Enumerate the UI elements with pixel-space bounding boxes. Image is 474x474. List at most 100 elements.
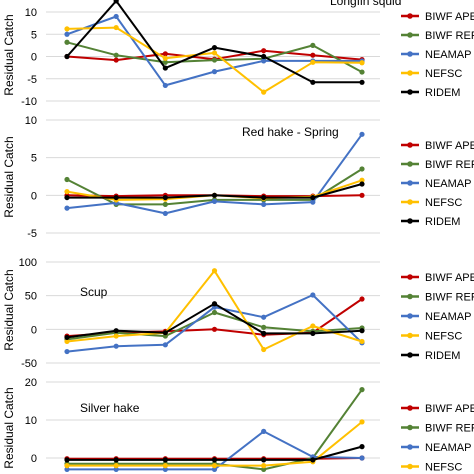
y-tick-label: 0 <box>31 324 37 336</box>
legend-label: BIWF APE <box>425 140 474 152</box>
data-point <box>359 444 365 450</box>
legend-marker <box>407 32 413 38</box>
legend-label: BIWF REF <box>425 292 474 304</box>
data-point <box>162 82 168 89</box>
legend-marker <box>407 199 413 205</box>
data-point <box>211 326 218 332</box>
data-point <box>310 52 316 58</box>
y-axis-label: Residual Catch <box>2 136 16 217</box>
legend-marker <box>407 218 413 224</box>
data-point <box>113 194 119 201</box>
data-point <box>162 463 168 469</box>
data-point <box>162 201 168 207</box>
y-tick-label: 0 <box>31 453 37 465</box>
data-point <box>64 348 70 355</box>
legend-label: BIWF REF <box>425 30 474 42</box>
y-tick-label: -50 <box>21 358 37 370</box>
legend-marker <box>407 89 413 95</box>
data-point <box>359 328 365 334</box>
legend-marker <box>407 352 413 358</box>
data-point <box>359 79 365 85</box>
y-axis-label: Residual Catch <box>2 14 16 95</box>
y-tick-label: -5 <box>27 74 37 86</box>
data-point <box>64 188 70 195</box>
data-point <box>359 131 365 137</box>
legend-marker <box>407 313 413 319</box>
y-axis-label: Residual Catch <box>2 269 16 350</box>
data-point <box>162 457 168 463</box>
legend-label: NEAMAP <box>425 311 471 323</box>
data-point <box>162 342 168 348</box>
legend-marker <box>407 293 413 300</box>
y-tick-label: 0 <box>31 52 37 64</box>
data-point <box>113 52 119 58</box>
legend-marker <box>407 424 413 431</box>
legend-label: NEFSC <box>425 197 462 209</box>
data-point <box>310 199 316 205</box>
y-tick-label: 20 <box>25 377 37 389</box>
legend-marker <box>407 180 413 186</box>
data-point <box>310 457 316 463</box>
data-point <box>113 24 119 31</box>
legend-label: NEFSC <box>425 68 462 80</box>
data-point <box>359 181 365 187</box>
legend-marker <box>407 332 413 339</box>
data-point <box>64 31 70 37</box>
chart-title: Red hake - Spring <box>242 125 339 139</box>
data-point <box>261 201 267 207</box>
data-point <box>162 466 168 472</box>
data-point <box>359 177 365 183</box>
data-point <box>64 466 70 472</box>
legend-label: RIDEM <box>425 350 460 362</box>
data-point <box>64 463 70 469</box>
y-tick-label: 5 <box>31 153 37 165</box>
legend-marker <box>407 51 413 57</box>
data-point <box>310 79 316 85</box>
data-point <box>162 59 168 65</box>
chart-panel: -10 -5 0 5 10 Residual Catch Longfin squid BIWF… <box>2 0 474 108</box>
legend-marker <box>407 274 413 280</box>
data-point <box>162 330 168 336</box>
legend-label: NEFSC <box>425 462 462 474</box>
legend-marker <box>407 463 413 470</box>
chart-title: Longfin squid <box>330 0 401 8</box>
data-point <box>211 69 218 75</box>
data-point <box>310 323 316 329</box>
data-point <box>261 48 267 54</box>
data-point <box>359 419 365 425</box>
chart-panel: 0 10 20 Residual Catch Silver hake BIWF APE BI… <box>2 377 474 474</box>
legend-label: NEFSC <box>425 331 462 343</box>
legend-label: BIWF APE <box>425 272 474 284</box>
data-point <box>211 466 218 472</box>
data-point <box>162 194 168 201</box>
y-tick-label: 10 <box>25 115 37 127</box>
data-point <box>113 333 119 339</box>
data-point <box>261 324 267 330</box>
data-point <box>310 59 316 65</box>
data-point <box>359 338 365 345</box>
data-point <box>261 194 267 201</box>
data-point <box>261 53 267 60</box>
data-point <box>261 457 267 463</box>
legend-label: BIWF REF <box>425 423 474 435</box>
data-point <box>113 343 119 349</box>
legend-marker <box>407 13 413 19</box>
data-point <box>310 292 316 298</box>
data-point <box>359 387 365 393</box>
chart-title: Silver hake <box>80 401 140 415</box>
data-point <box>261 330 267 336</box>
chart-panel: -5 0 5 10 Residual Catch Red hake - Spring BIW… <box>2 115 474 240</box>
y-tick-label: -5 <box>27 228 37 240</box>
data-point <box>310 194 316 201</box>
data-point <box>64 334 70 341</box>
data-point <box>64 194 70 201</box>
data-point <box>211 192 218 198</box>
y-tick-label: 10 <box>25 415 37 427</box>
data-point <box>211 198 218 204</box>
legend-marker <box>407 444 413 450</box>
data-point <box>261 463 267 469</box>
legend-marker <box>407 405 413 411</box>
legend-label: BIWF APE <box>425 11 474 23</box>
y-tick-label: 100 <box>19 257 37 269</box>
